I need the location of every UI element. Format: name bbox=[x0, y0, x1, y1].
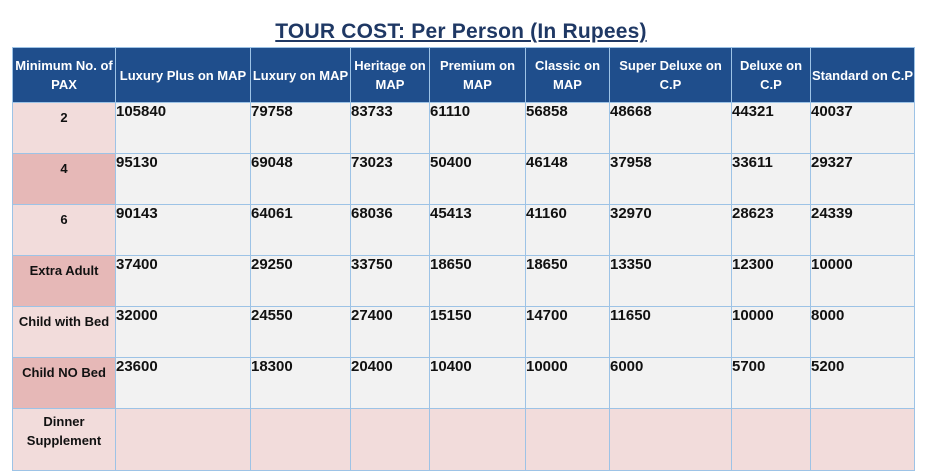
table-cell: 32970 bbox=[609, 204, 732, 256]
header-luxury-plus-map: Luxury Plus on MAP bbox=[115, 47, 251, 103]
header-premium-map: Premium on MAP bbox=[429, 47, 526, 103]
table-cell: 45413 bbox=[429, 204, 526, 256]
row-label: 6 bbox=[12, 204, 116, 256]
table-cell: 83733 bbox=[350, 102, 430, 154]
table-cell: 69048 bbox=[250, 153, 351, 205]
row-label: Extra Adult bbox=[12, 255, 116, 307]
row-label: Dinner Supplement bbox=[12, 408, 116, 471]
table-cell: 10000 bbox=[731, 306, 811, 358]
table-row: 4 95130 69048 73023 50400 46148 37958 33… bbox=[12, 153, 915, 205]
table-row: Extra Adult 37400 29250 33750 18650 1865… bbox=[12, 255, 915, 307]
table-cell: 15150 bbox=[429, 306, 526, 358]
table-cell: 10000 bbox=[810, 255, 915, 307]
table-cell: 61110 bbox=[429, 102, 526, 154]
row-label: 2 bbox=[12, 102, 116, 154]
header-super-deluxe-cp: Super Deluxe on C.P bbox=[609, 47, 732, 103]
table-cell bbox=[115, 408, 251, 471]
header-min-pax: Minimum No. of PAX bbox=[12, 47, 116, 103]
header-standard-cp: Standard on C.P bbox=[810, 47, 915, 103]
table-cell: 40037 bbox=[810, 102, 915, 154]
tour-cost-table: Minimum No. of PAX Luxury Plus on MAP Lu… bbox=[12, 47, 915, 471]
table-cell: 64061 bbox=[250, 204, 351, 256]
table-cell: 20400 bbox=[350, 357, 430, 409]
table-cell bbox=[731, 408, 811, 471]
row-label: Child with Bed bbox=[12, 306, 116, 358]
table-cell bbox=[350, 408, 430, 471]
table-cell bbox=[609, 408, 732, 471]
table-cell: 12300 bbox=[731, 255, 811, 307]
table-cell: 27400 bbox=[350, 306, 430, 358]
table-cell bbox=[250, 408, 351, 471]
table-cell: 8000 bbox=[810, 306, 915, 358]
table-row: Child NO Bed 23600 18300 20400 10400 100… bbox=[12, 357, 915, 409]
table-cell: 105840 bbox=[115, 102, 251, 154]
table-cell: 33750 bbox=[350, 255, 430, 307]
table-cell: 5700 bbox=[731, 357, 811, 409]
row-label: Child NO Bed bbox=[12, 357, 116, 409]
table-cell bbox=[429, 408, 526, 471]
row-label: 4 bbox=[12, 153, 116, 205]
table-cell: 33611 bbox=[731, 153, 811, 205]
table-cell: 46148 bbox=[525, 153, 610, 205]
table-cell: 56858 bbox=[525, 102, 610, 154]
table-cell: 24550 bbox=[250, 306, 351, 358]
table-cell: 5200 bbox=[810, 357, 915, 409]
page-title: TOUR COST: Per Person (In Rupees) bbox=[275, 20, 647, 43]
table-row: Dinner Supplement bbox=[12, 408, 915, 471]
header-deluxe-cp: Deluxe on C.P bbox=[731, 47, 811, 103]
header-heritage-map: Heritage on MAP bbox=[350, 47, 430, 103]
table-cell: 10400 bbox=[429, 357, 526, 409]
table-cell: 6000 bbox=[609, 357, 732, 409]
table-cell: 14700 bbox=[525, 306, 610, 358]
table-cell: 29327 bbox=[810, 153, 915, 205]
table-cell: 10000 bbox=[525, 357, 610, 409]
table-cell: 37958 bbox=[609, 153, 732, 205]
table-cell: 73023 bbox=[350, 153, 430, 205]
table-cell: 29250 bbox=[250, 255, 351, 307]
table-cell: 18650 bbox=[525, 255, 610, 307]
table-cell: 50400 bbox=[429, 153, 526, 205]
table-row: 6 90143 64061 68036 45413 41160 32970 28… bbox=[12, 204, 915, 256]
table-cell bbox=[810, 408, 915, 471]
table-cell: 28623 bbox=[731, 204, 811, 256]
table-cell: 23600 bbox=[115, 357, 251, 409]
table-cell bbox=[525, 408, 610, 471]
table-cell: 32000 bbox=[115, 306, 251, 358]
table-cell: 11650 bbox=[609, 306, 732, 358]
table-cell: 44321 bbox=[731, 102, 811, 154]
table-cell: 18300 bbox=[250, 357, 351, 409]
table-cell: 48668 bbox=[609, 102, 732, 154]
header-classic-map: Classic on MAP bbox=[525, 47, 610, 103]
table-cell: 41160 bbox=[525, 204, 610, 256]
table-cell: 95130 bbox=[115, 153, 251, 205]
table-row: 2 105840 79758 83733 61110 56858 48668 4… bbox=[12, 102, 915, 154]
table-cell: 24339 bbox=[810, 204, 915, 256]
header-row: Minimum No. of PAX Luxury Plus on MAP Lu… bbox=[12, 47, 915, 103]
header-luxury-map: Luxury on MAP bbox=[250, 47, 351, 103]
table-cell: 13350 bbox=[609, 255, 732, 307]
table-row: Child with Bed 32000 24550 27400 15150 1… bbox=[12, 306, 915, 358]
table-cell: 90143 bbox=[115, 204, 251, 256]
table-cell: 18650 bbox=[429, 255, 526, 307]
table-cell: 37400 bbox=[115, 255, 251, 307]
table-cell: 79758 bbox=[250, 102, 351, 154]
table-cell: 68036 bbox=[350, 204, 430, 256]
